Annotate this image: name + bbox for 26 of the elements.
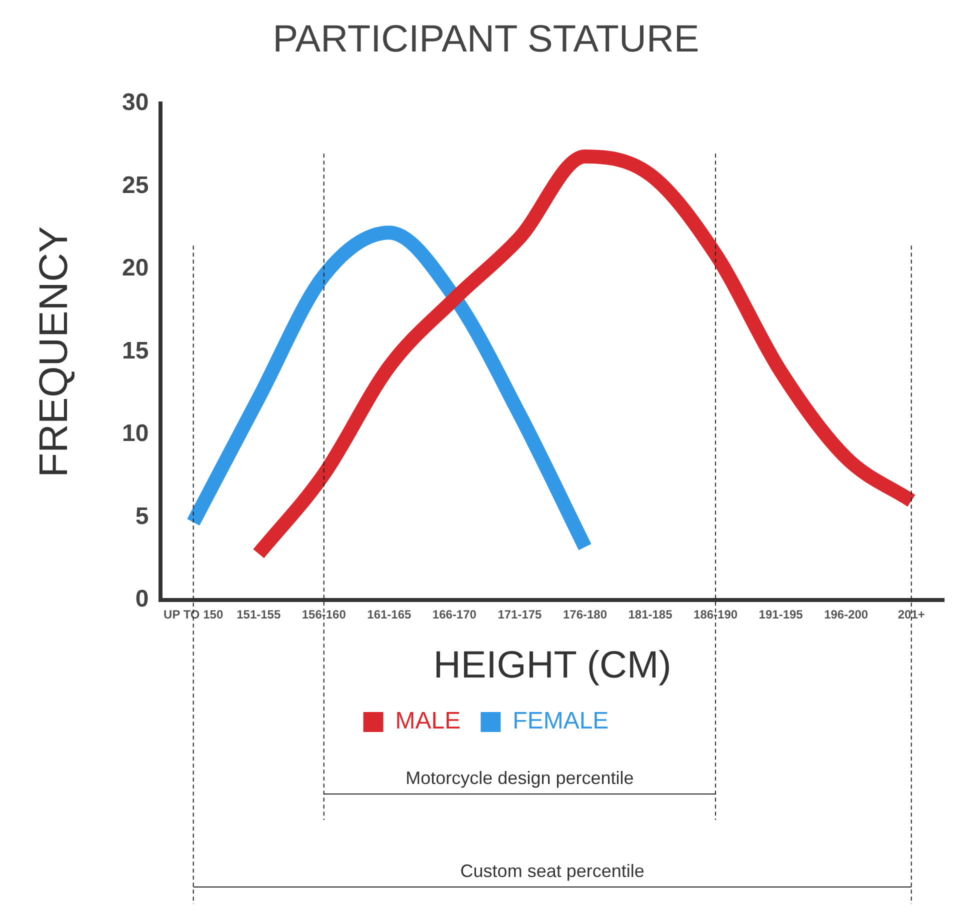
x-tick-label: 151-155 <box>236 608 281 622</box>
y-tick-label: 30 <box>122 89 149 116</box>
x-axis-title: HEIGHT (CM) <box>433 644 672 687</box>
y-tick-label: 20 <box>122 254 149 282</box>
x-tick-label: 186-190 <box>694 608 738 622</box>
x-tick-label: 171-175 <box>498 608 542 622</box>
x-tick-label: 181-185 <box>628 608 673 622</box>
text: Motorcycle design percentile <box>406 768 634 788</box>
legend-label: MALE <box>395 708 461 735</box>
x-tick-label: 161-165 <box>367 608 412 622</box>
y-tick-label: 0 <box>135 586 149 613</box>
x-tick-label: 156-160 <box>302 608 346 622</box>
y-tick-label: 15 <box>122 337 149 364</box>
x-tick-label: UP TO 150 <box>164 608 224 622</box>
x-tick-label: 196-200 <box>824 608 868 622</box>
text: Custom seat percentile <box>460 860 644 881</box>
y-tick-label: 10 <box>122 420 149 448</box>
x-tick-label: 166-170 <box>432 608 477 622</box>
x-tick-label: 176-180 <box>562 608 608 622</box>
legend-label: FEMALE <box>512 708 609 735</box>
chart-title: PARTICIPANT STATURE <box>272 18 700 60</box>
y-axis-title: FREQUENCY <box>32 226 76 478</box>
x-tick-label: 191-195 <box>758 608 804 622</box>
y-tick-label: 5 <box>135 502 149 530</box>
x-tick-label: 201+ <box>898 608 925 622</box>
y-tick-label: 25 <box>122 172 149 199</box>
